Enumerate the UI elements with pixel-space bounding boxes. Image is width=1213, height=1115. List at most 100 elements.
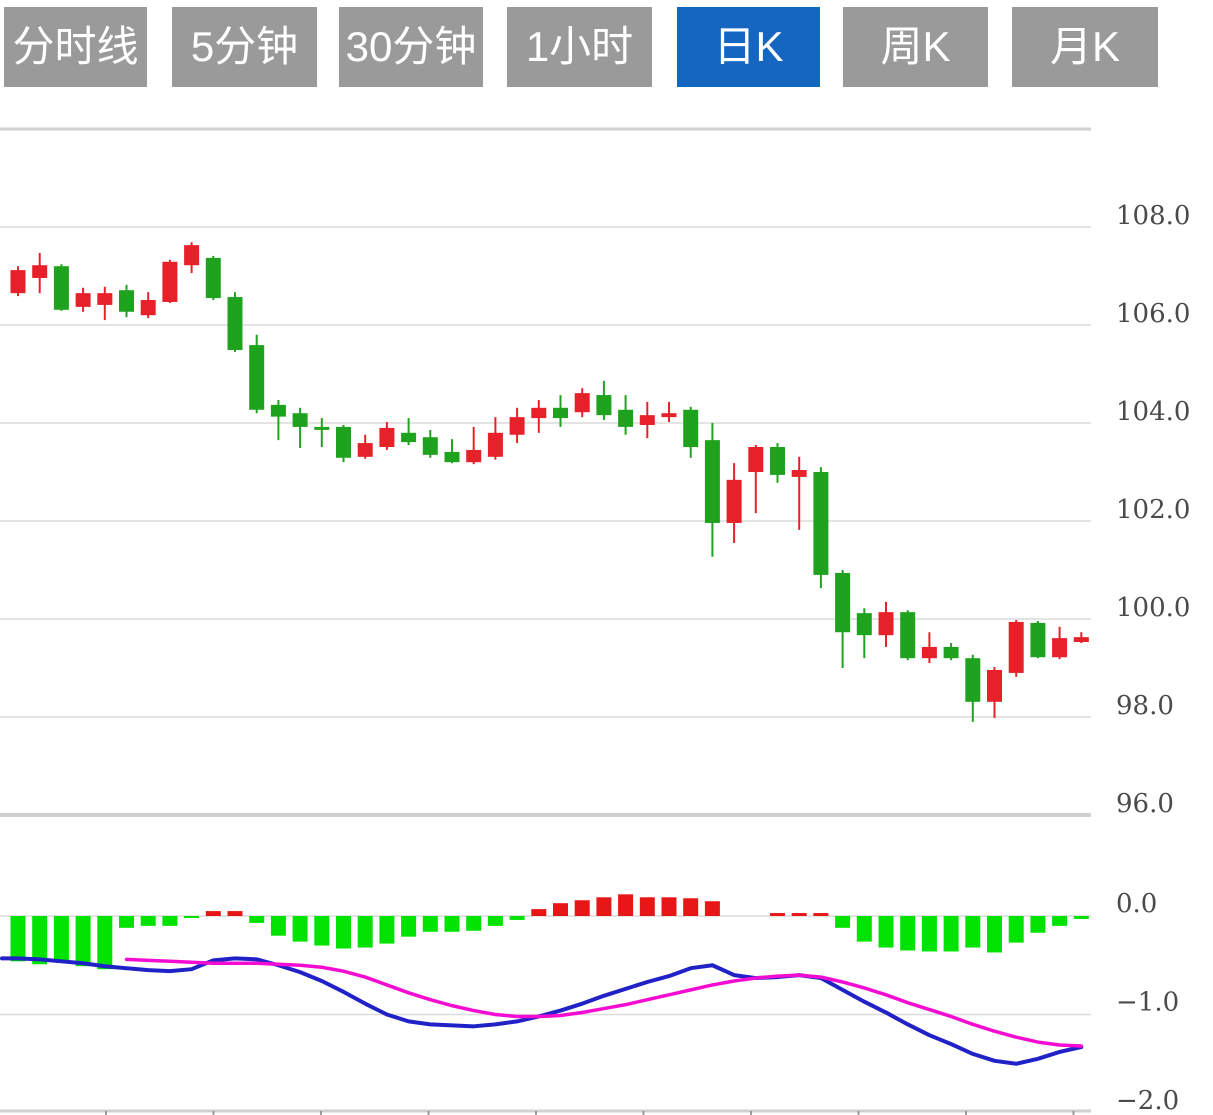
macd-histogram xyxy=(10,894,1089,970)
candle-body xyxy=(900,612,916,659)
macd-bar xyxy=(32,916,48,965)
macd-bar xyxy=(1008,916,1024,943)
macd-bar xyxy=(791,913,807,916)
macd-bar xyxy=(639,897,655,916)
candle-body xyxy=(791,470,807,477)
price-axis-label: 102.0 xyxy=(1116,495,1190,525)
dif-line xyxy=(0,956,1084,1066)
price-axis-label: 106.0 xyxy=(1116,299,1190,329)
candle-body xyxy=(140,300,156,316)
candle-body xyxy=(205,257,221,299)
macd-bar xyxy=(900,916,916,951)
candle-body xyxy=(509,417,525,435)
candle-body xyxy=(336,426,351,458)
macd-bar xyxy=(856,916,872,942)
tab-weekly-k[interactable]: 周K xyxy=(843,7,988,87)
candle-body xyxy=(227,297,243,350)
candles xyxy=(10,242,1089,722)
tab-5min[interactable]: 5分钟 xyxy=(172,7,317,87)
candle-body xyxy=(856,613,872,636)
macd-bar xyxy=(487,916,503,926)
candle-body xyxy=(770,447,785,475)
macd-bar xyxy=(10,916,26,962)
price-axis-label: 108.0 xyxy=(1116,201,1190,231)
tab-daily-k[interactable]: 日K xyxy=(677,7,820,87)
macd-bar xyxy=(422,916,438,932)
macd-bar xyxy=(813,913,829,916)
candle-body xyxy=(921,646,937,659)
macd-bar xyxy=(249,916,265,923)
macd-bar xyxy=(162,916,178,926)
candle-body xyxy=(835,572,851,633)
macd-bar xyxy=(53,916,69,963)
candle-body xyxy=(1008,621,1024,673)
candle-body xyxy=(444,451,460,463)
candle-body xyxy=(878,612,894,636)
candle-body xyxy=(97,293,113,305)
macd-bar xyxy=(270,916,286,936)
macd-axis-label: 0.0 xyxy=(1116,889,1157,919)
candle-body xyxy=(1073,637,1089,643)
macd-bar xyxy=(227,911,243,916)
macd-bar xyxy=(683,898,699,916)
macd-bar xyxy=(336,916,351,949)
candle-body xyxy=(574,393,590,413)
macd-bar xyxy=(921,916,937,952)
macd-bar xyxy=(553,903,568,916)
candle-body xyxy=(943,646,959,659)
macd-bar xyxy=(661,897,677,916)
candle-body xyxy=(422,437,438,455)
macd-bar xyxy=(943,916,959,952)
macd-bar xyxy=(97,916,113,970)
tab-monthly-k[interactable]: 月K xyxy=(1012,7,1158,87)
macd-bar xyxy=(987,916,1002,953)
candle-body xyxy=(987,669,1002,702)
candle-body xyxy=(119,290,134,312)
candle-body xyxy=(292,413,308,427)
y-axis-labels: 108.0 106.0 104.0 102.0 100.0 98.0 96.0 0.0 −1.0… xyxy=(1116,201,1190,1115)
candle-body xyxy=(487,432,503,457)
x-axis xyxy=(0,1109,1091,1115)
candle-body xyxy=(965,658,981,702)
macd-bar xyxy=(1052,916,1068,926)
macd-bar xyxy=(704,901,720,916)
tab-time-line[interactable]: 分时线 xyxy=(4,7,147,87)
candle-body xyxy=(53,266,69,310)
candle-body xyxy=(553,407,568,419)
candle-body xyxy=(32,265,48,278)
dea-line xyxy=(124,957,1084,1048)
price-axis-label: 100.0 xyxy=(1116,593,1190,623)
candle-body xyxy=(813,472,829,575)
macd-bar xyxy=(770,913,785,916)
tab-1hour[interactable]: 1小时 xyxy=(507,7,652,87)
price-axis-label: 96.0 xyxy=(1116,789,1174,819)
macd-bar xyxy=(314,916,330,946)
tab-30min[interactable]: 30分钟 xyxy=(339,7,483,87)
macd-bar xyxy=(205,911,221,916)
candle-body xyxy=(683,409,699,448)
candle-body xyxy=(10,270,26,294)
period-tabs: 分时线 5分钟 30分钟 1小时 日K 周K 月K xyxy=(0,0,1213,100)
macd-bar xyxy=(878,916,894,948)
macd-bar xyxy=(357,916,373,948)
candle-body xyxy=(401,432,417,443)
macd-bar xyxy=(509,916,525,920)
macd-bar xyxy=(618,894,634,916)
macd-bar xyxy=(596,897,612,916)
macd-bar xyxy=(1030,916,1046,933)
macd-bar xyxy=(444,916,460,932)
candle-body xyxy=(249,345,265,410)
macd-bar xyxy=(466,916,482,931)
candle-body xyxy=(184,245,200,266)
candle-body xyxy=(704,440,720,523)
macd-bar xyxy=(401,916,417,937)
candle-body xyxy=(639,415,655,425)
macd-bar xyxy=(835,916,851,928)
candle-body xyxy=(661,413,677,418)
candle-body xyxy=(618,409,634,427)
macd-bar xyxy=(184,916,200,918)
candle-body xyxy=(466,449,482,463)
macd-axis-label: −1.0 xyxy=(1116,988,1179,1018)
macd-bar xyxy=(119,916,134,928)
